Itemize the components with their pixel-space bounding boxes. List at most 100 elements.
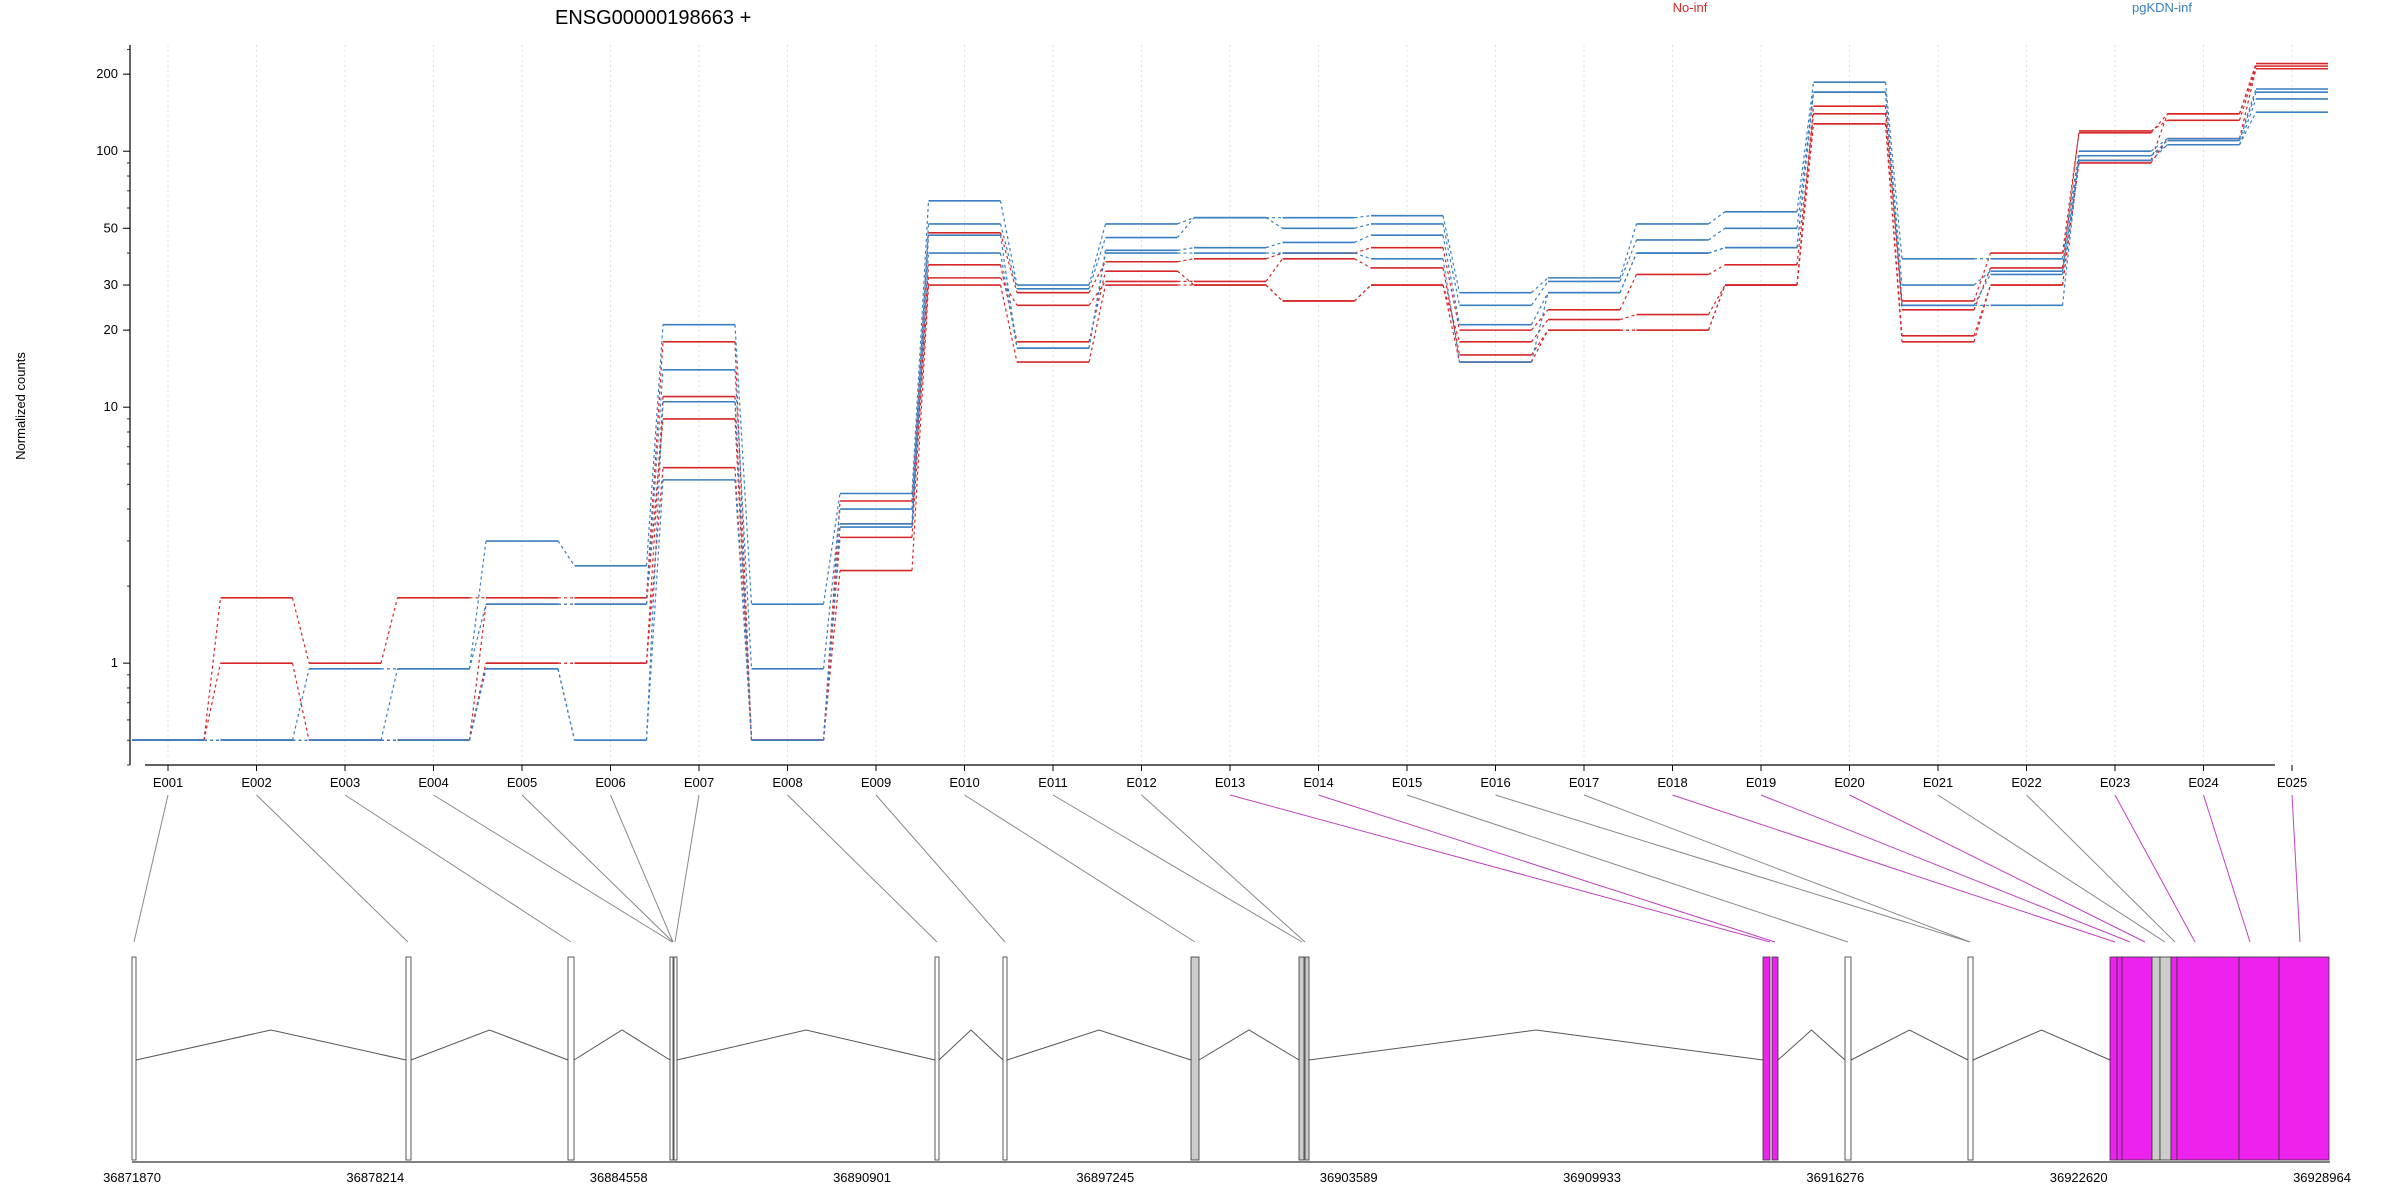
x-tick-label-E015: E015 <box>1392 775 1422 790</box>
x-tick-label-E004: E004 <box>418 775 448 790</box>
exon-block <box>934 956 940 1161</box>
series-transition <box>1973 274 1992 306</box>
genomic-tick-label: 36897245 <box>1076 1170 1134 1185</box>
series-transition <box>1708 247 1726 254</box>
x-tick-label-E019: E019 <box>1746 775 1776 790</box>
series-transition <box>999 200 1018 286</box>
intron <box>410 1029 569 1061</box>
y-axis-label: Normalized counts <box>13 352 28 460</box>
series-transition <box>1796 123 1815 286</box>
x-tick-label-E024: E024 <box>2188 775 2218 790</box>
series-transition <box>911 277 930 538</box>
exon-block <box>1298 956 1305 1161</box>
connector-E025 <box>2291 794 2301 943</box>
series-transition <box>468 604 487 741</box>
series-transition <box>1796 92 1815 229</box>
series-transition <box>2238 92 2257 141</box>
exon-block <box>567 956 575 1161</box>
x-tick-label-E001: E001 <box>153 775 183 790</box>
series-transition <box>1442 215 1461 293</box>
series-transition <box>911 235 930 524</box>
connector-E015 <box>1406 794 1849 943</box>
x-tick-label-E006: E006 <box>595 775 625 790</box>
x-tick-label-E005: E005 <box>507 775 537 790</box>
series-transition <box>1707 284 1726 331</box>
connector-E001 <box>133 794 169 943</box>
series-transition <box>2150 138 2168 152</box>
series-transition <box>2150 144 2168 161</box>
x-tick-label-E002: E002 <box>241 775 271 790</box>
series-transition <box>734 401 753 741</box>
x-tick-label-E008: E008 <box>772 775 802 790</box>
x-tick-label-E010: E010 <box>949 775 979 790</box>
connector-E016 <box>1495 794 1971 943</box>
series-transition <box>1884 92 1903 286</box>
series-transition <box>2238 111 2257 146</box>
series-transition <box>1088 223 1107 286</box>
exon-block <box>2151 956 2161 1161</box>
series-transition <box>2238 65 2257 115</box>
series-transition <box>1442 267 1461 356</box>
intron <box>573 1029 671 1061</box>
genomic-tick-label: 36884558 <box>590 1170 648 1185</box>
series-transition <box>1354 284 1372 302</box>
series-transition <box>1442 247 1461 331</box>
series-transition <box>1177 217 1195 238</box>
x-tick-label-E014: E014 <box>1303 775 1333 790</box>
exon-block <box>2238 956 2280 1161</box>
series-transition <box>2061 130 2080 268</box>
connector-E022 <box>2026 794 2176 943</box>
x-tick-label-E017: E017 <box>1569 775 1599 790</box>
series-transition <box>2061 162 2080 286</box>
x-tick-label-E018: E018 <box>1657 775 1687 790</box>
x-tick-label-E013: E013 <box>1215 775 1245 790</box>
exon-block <box>2109 956 2118 1161</box>
exon-block <box>1967 956 1974 1161</box>
series-transition <box>822 527 841 741</box>
series-no-inf-3 <box>132 65 2328 741</box>
genomic-tick-label: 36878214 <box>346 1170 404 1185</box>
connector-E009 <box>875 794 1006 943</box>
connector-E010 <box>964 794 1196 943</box>
series-transition <box>1619 274 1638 311</box>
series-transition <box>734 369 753 669</box>
series-transition <box>1707 284 1726 315</box>
connector-E008 <box>787 794 938 943</box>
series-transition <box>822 493 841 605</box>
y-tick-label: 50 <box>104 220 118 235</box>
series-transition <box>2238 98 2257 145</box>
series-transition <box>1354 223 1372 229</box>
connector-E017 <box>1583 794 1971 943</box>
connector-E013 <box>1229 794 1771 943</box>
series-transition <box>645 479 664 741</box>
series-transition <box>1884 106 1903 310</box>
connector-E018 <box>1672 794 2116 943</box>
series-transition <box>1177 270 1195 286</box>
series-transition <box>1531 309 1549 331</box>
x-tick-label-E007: E007 <box>684 775 714 790</box>
series-transition <box>1177 258 1195 263</box>
series-transition <box>1796 92 1815 248</box>
series-transition <box>734 479 753 741</box>
series-no-inf-4 <box>132 67 2328 741</box>
series-transition <box>2061 151 2080 259</box>
series-transition <box>1354 247 1372 254</box>
y-tick-label: 20 <box>104 322 118 337</box>
x-tick-label-E020: E020 <box>1834 775 1864 790</box>
y-tick-label: 100 <box>96 143 118 158</box>
exon-block <box>405 956 412 1161</box>
series-transition <box>291 668 310 741</box>
series-transition <box>645 396 664 664</box>
series-transition <box>999 284 1018 363</box>
connector-E023 <box>2114 794 2196 943</box>
series-transition <box>911 253 930 528</box>
series-transition <box>1354 252 1372 260</box>
series-transition <box>468 668 487 741</box>
genomic-tick-label: 36922620 <box>2050 1170 2108 1185</box>
y-tick-label: 200 <box>96 66 118 81</box>
grid-layer <box>167 45 2293 765</box>
series-transition <box>645 324 664 566</box>
genomic-tick-label: 36890901 <box>833 1170 891 1185</box>
intron <box>938 1029 1004 1061</box>
